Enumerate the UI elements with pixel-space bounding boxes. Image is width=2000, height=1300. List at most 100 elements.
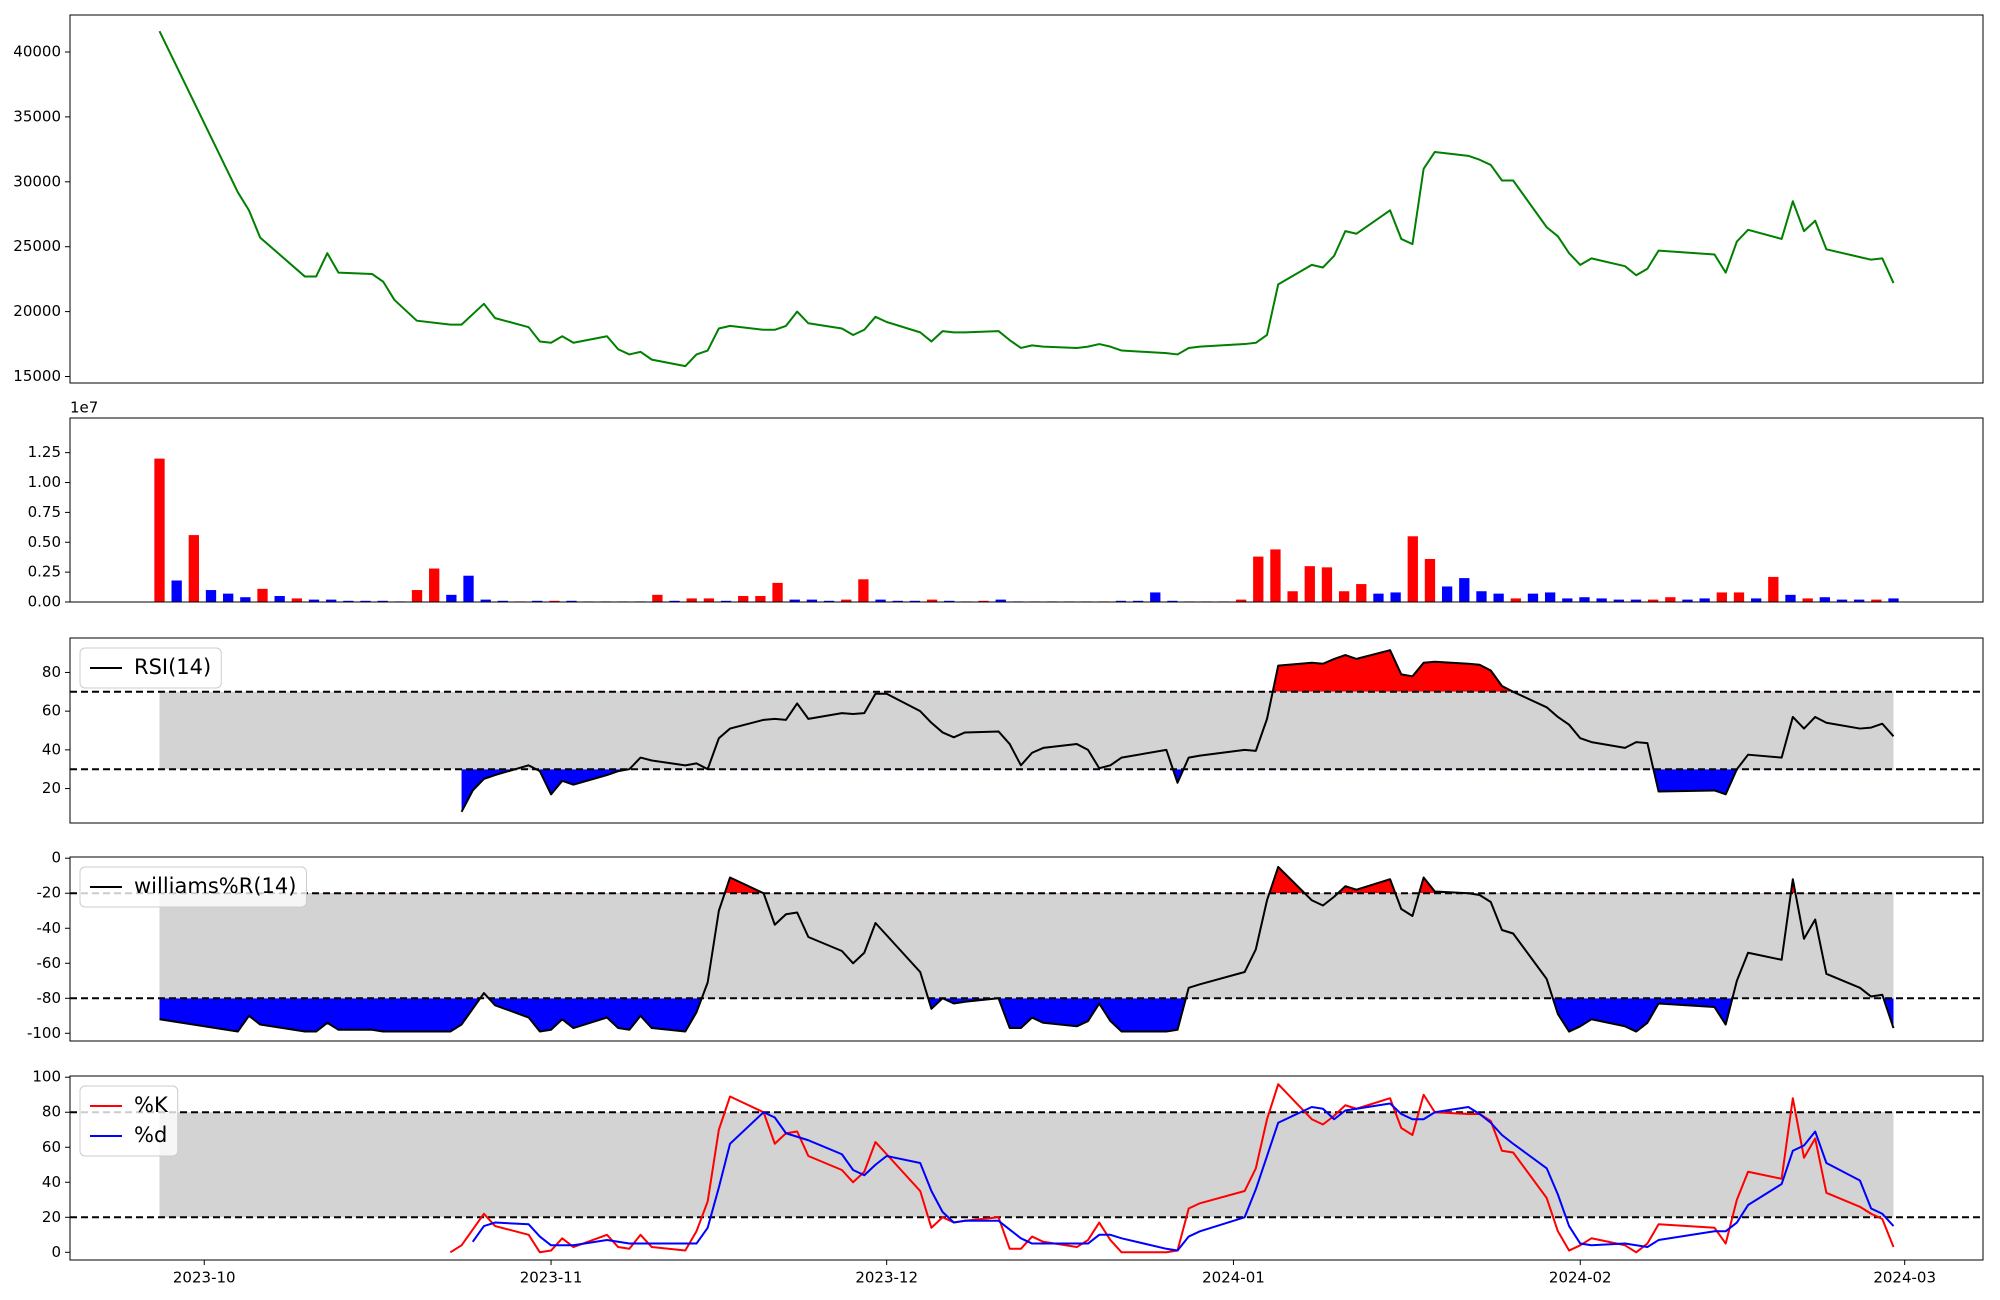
volume-bar — [1544, 592, 1556, 602]
legend: RSI(14) — [79, 647, 222, 689]
y-tick-label: 0.25 — [28, 563, 61, 581]
volume-bar — [686, 598, 697, 602]
volume-bar — [429, 568, 440, 602]
volume-bar — [1459, 578, 1470, 602]
volume-bar — [1356, 584, 1367, 602]
volume-bar — [308, 599, 320, 602]
volume-bar — [978, 600, 989, 602]
volume-bar — [1253, 556, 1264, 602]
volume-bar — [1630, 599, 1642, 602]
y-tick-label: 60 — [42, 1138, 61, 1156]
volume-bar — [1871, 599, 1882, 602]
axis-offset-label: 1e7 — [70, 399, 98, 417]
x-tick-label: 2024-01 — [1202, 1269, 1265, 1287]
y-tick-label: 80 — [42, 663, 61, 681]
y-tick-label: 20 — [42, 779, 61, 797]
volume-bar — [1407, 536, 1418, 602]
threshold-fill — [159, 998, 1894, 1032]
volume-bar — [549, 600, 560, 602]
legend-box — [79, 647, 222, 689]
x-tick-label: 2023-11 — [520, 1269, 583, 1287]
axes-frame — [69, 417, 1984, 603]
volume-bar — [1888, 598, 1899, 602]
volume-bar — [463, 575, 474, 602]
y-tick-label: 30000 — [13, 172, 61, 190]
neutral-band — [159, 691, 1894, 770]
plot-area — [154, 458, 1899, 602]
volume-bar — [1527, 593, 1539, 602]
volume-bar — [1802, 598, 1813, 602]
volume-bar — [1785, 594, 1796, 602]
volume-bar — [257, 588, 268, 602]
volume-bar — [823, 600, 835, 602]
volume-bar — [1373, 593, 1384, 602]
y-tick-label: 20000 — [13, 302, 61, 320]
plot-area: williams%R(14) — [70, 865, 1983, 1033]
axes-frame — [69, 14, 1984, 384]
volume-bar — [806, 599, 818, 602]
volume-bar — [1150, 592, 1161, 602]
legend: %K %d — [79, 1085, 179, 1157]
volume-bar — [154, 458, 165, 602]
volume-bar — [188, 535, 199, 602]
volume-bar — [566, 600, 577, 602]
volume-bar — [652, 594, 663, 602]
x-tick-label: 2023-12 — [855, 1269, 918, 1287]
volume-bar — [720, 600, 732, 602]
y-tick-label: 0 — [51, 1243, 61, 1261]
volume-bar — [1819, 597, 1830, 602]
y-tick-label: 25000 — [13, 237, 61, 255]
volume-bar — [1441, 586, 1453, 602]
volume-bar — [480, 599, 491, 602]
volume-bar — [1647, 599, 1659, 602]
volume-bar — [1596, 598, 1607, 602]
axes-frame — [69, 1075, 1984, 1261]
volume-bar — [1562, 598, 1573, 602]
volume-bar — [1493, 593, 1504, 602]
volume-bar — [171, 580, 182, 602]
volume-bar — [772, 582, 783, 602]
y-tick-label: 0.75 — [28, 503, 61, 521]
data-line — [449, 1083, 1895, 1254]
y-tick-label: 100 — [32, 1068, 61, 1086]
volume-bar — [1304, 566, 1315, 602]
volume-bar — [875, 599, 886, 602]
y-tick-label: 15000 — [13, 367, 61, 385]
volume-bar — [1579, 597, 1590, 602]
volume-bar — [1613, 599, 1624, 602]
legend: williams%R(14) — [79, 866, 307, 908]
data-line — [471, 1102, 1895, 1252]
y-tick-label: 40000 — [13, 42, 61, 60]
volume-bar — [360, 600, 371, 602]
y-tick-label: 35000 — [13, 107, 61, 125]
x-tick-label: 2024-03 — [1873, 1269, 1936, 1287]
volume-bar — [377, 600, 388, 602]
legend-label: %d — [134, 1123, 167, 1147]
volume-bar — [240, 597, 251, 602]
volume-bar — [1115, 600, 1127, 602]
volume-bar — [343, 600, 354, 602]
volume-bar — [446, 594, 457, 602]
volume-bar — [1733, 592, 1745, 602]
data-line — [159, 865, 1895, 1033]
volume-bar — [1716, 592, 1727, 602]
plot-area: %K %d — [70, 1083, 1983, 1254]
y-tick-label: -80 — [37, 989, 62, 1007]
y-tick-label: 60 — [42, 702, 61, 720]
volume-bar — [1699, 598, 1710, 602]
y-tick-label: 80 — [42, 1103, 61, 1121]
volume-bar — [497, 600, 509, 602]
volume-bar — [532, 600, 543, 602]
axes-frame — [69, 637, 1984, 824]
volume-bar — [926, 599, 938, 602]
volume-bar — [1338, 591, 1350, 602]
volume-bar — [1768, 576, 1779, 602]
volume-bar — [1424, 558, 1436, 602]
plot-area — [158, 30, 1895, 368]
volume-bar — [291, 598, 302, 602]
volume-bar — [995, 599, 1006, 602]
volume-bar — [411, 590, 423, 602]
y-tick-label: 20 — [42, 1208, 61, 1226]
volume-bar — [703, 598, 715, 602]
